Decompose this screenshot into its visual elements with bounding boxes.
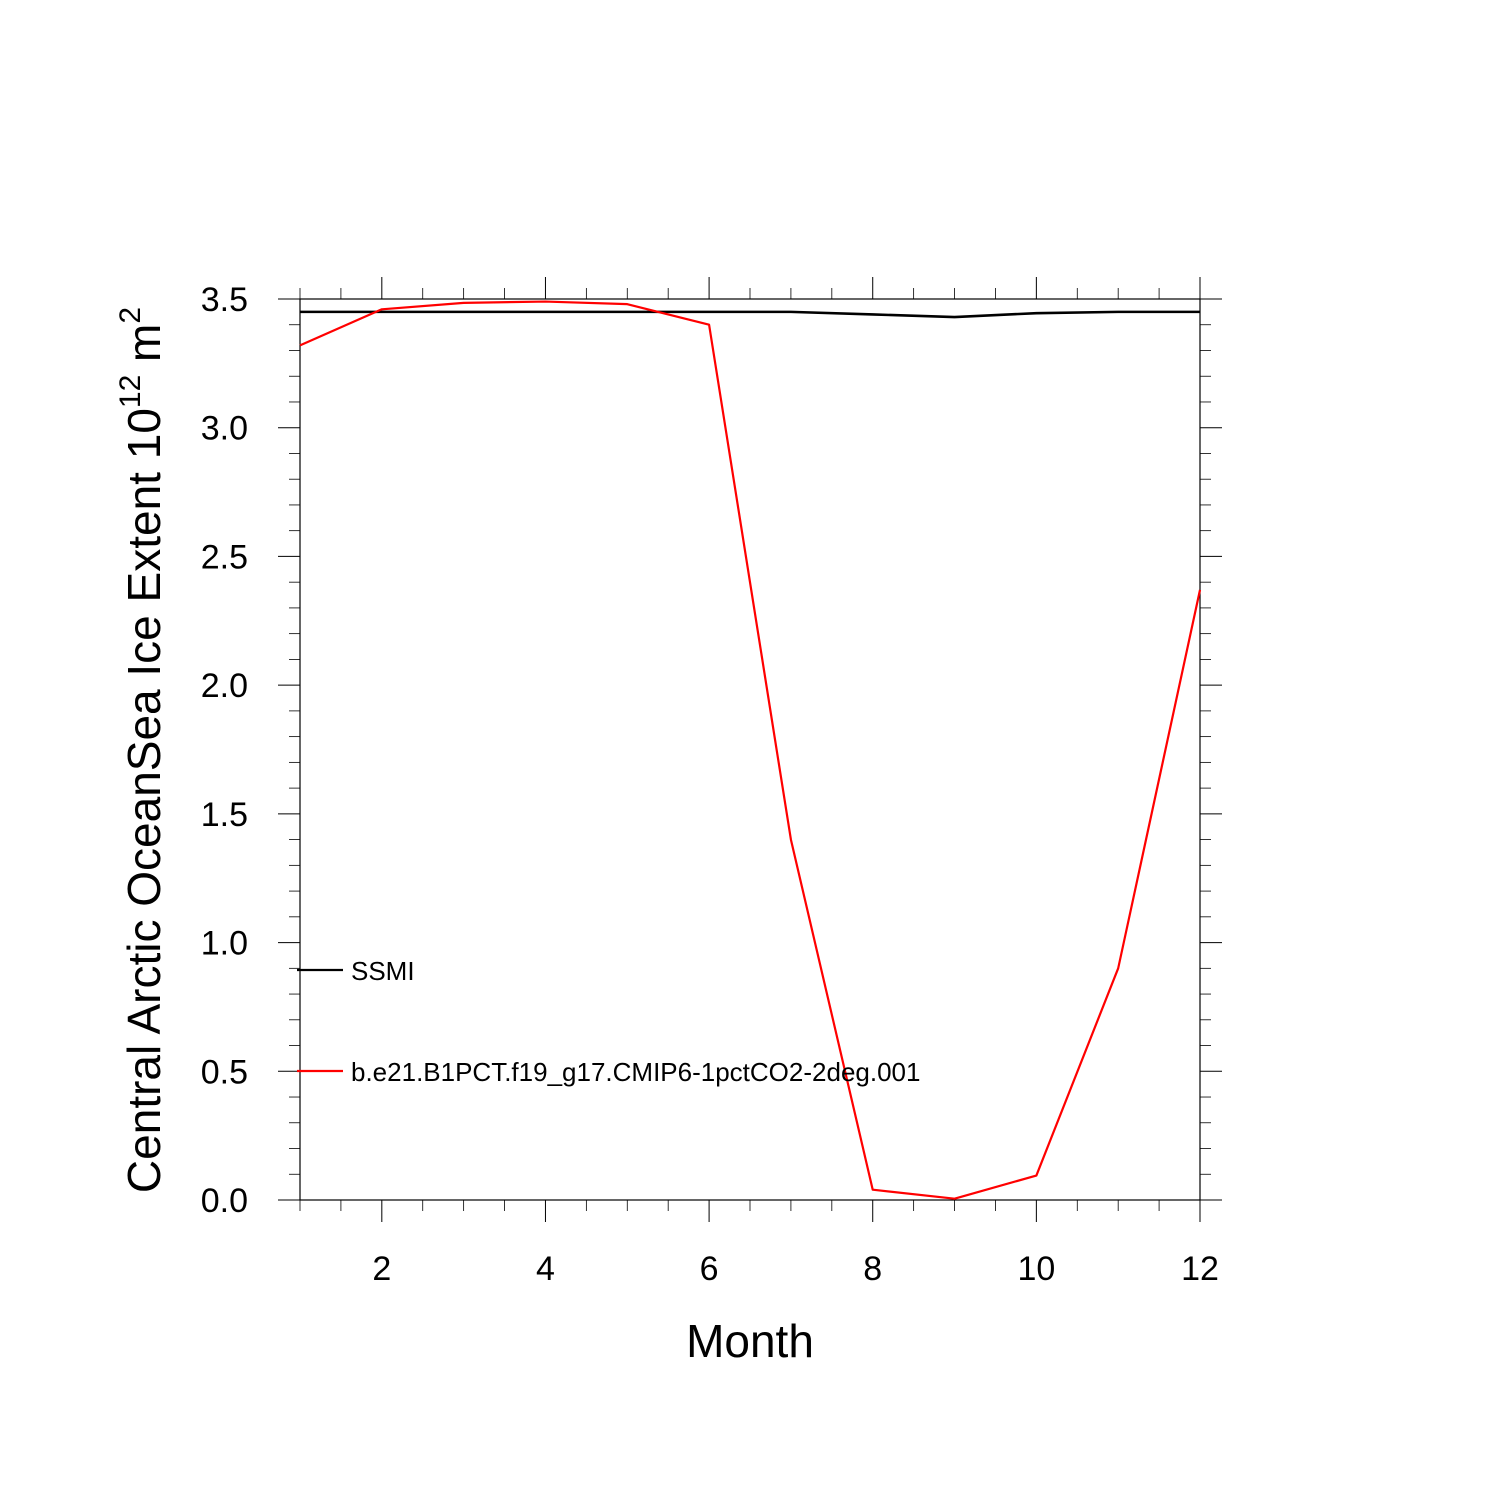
legend: SSMI b.e21.B1PCT.f19_g17.CMIP6-1pctCO2-2d… — [297, 956, 920, 1087]
y-tick-label: 3.0 — [201, 410, 248, 448]
y-axis-title: Central Arctic OceanSea Ice Extent 1012 … — [114, 307, 170, 1193]
axis-ticks — [278, 277, 1222, 1222]
y-axis-title-main: Central Arctic OceanSea Ice Extent 10 — [118, 408, 170, 1193]
y-tick-label: 1.0 — [201, 925, 248, 963]
x-tick-label: 12 — [1181, 1250, 1219, 1288]
y-tick-label: 2.0 — [201, 667, 248, 705]
y-tick-label: 0.0 — [201, 1182, 248, 1220]
x-axis-title: Month — [686, 1315, 814, 1367]
y-axis-title-exponent-1: 12 — [114, 375, 147, 408]
y-tick-label: 1.5 — [201, 796, 248, 834]
legend-label: SSMI — [351, 956, 415, 986]
x-tick-label: 10 — [1017, 1250, 1055, 1288]
y-axis-title-unit: m — [118, 324, 170, 375]
y-tick-label: 2.5 — [201, 538, 248, 576]
data-lines — [299, 300, 1202, 1200]
tick-labels: 0.0 0.5 1.0 1.5 2.0 2.5 3.0 3.5 2 4 6 8 10 12 — [201, 281, 1219, 1288]
y-axis-title-exponent-2: 2 — [114, 307, 147, 324]
x-tick-label: 6 — [700, 1250, 719, 1288]
series-line-0 — [300, 310, 1200, 319]
y-tick-label: 3.5 — [201, 281, 248, 319]
legend-label: b.e21.B1PCT.f19_g17.CMIP6-1pctCO2-2deg.0… — [351, 1057, 920, 1087]
y-tick-label: 0.5 — [201, 1053, 248, 1091]
series-line-1 — [299, 300, 1202, 1200]
x-tick-label: 2 — [372, 1250, 391, 1288]
x-tick-label: 4 — [536, 1250, 555, 1288]
x-tick-label: 8 — [863, 1250, 882, 1288]
